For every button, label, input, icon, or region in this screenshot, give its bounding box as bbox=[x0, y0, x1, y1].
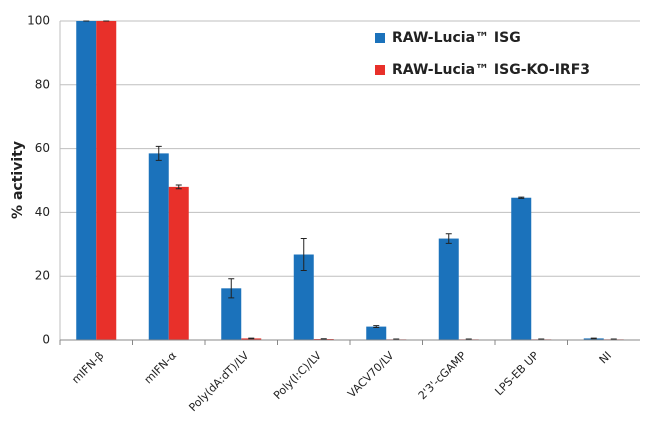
y-tick-label: 100 bbox=[27, 14, 50, 28]
x-tick-label: 2'3'-cGAMP bbox=[416, 349, 469, 402]
error-bar bbox=[518, 196, 525, 199]
bar bbox=[168, 186, 189, 340]
x-tick-label: VACV70/LV bbox=[345, 349, 397, 401]
y-tick-label: 40 bbox=[35, 205, 50, 219]
legend-label: RAW-Lucia™ ISG bbox=[392, 30, 521, 46]
bar bbox=[96, 21, 117, 340]
x-tick-label: NI bbox=[597, 349, 614, 366]
legend-swatch bbox=[375, 65, 385, 75]
y-tick-label: 20 bbox=[35, 269, 50, 283]
error-bar bbox=[155, 145, 162, 161]
x-tick-label: LPS-EB UP bbox=[492, 349, 541, 398]
x-tick-label: Poly(dA:dT)/LV bbox=[186, 349, 251, 414]
error-bar bbox=[445, 233, 452, 244]
x-tick-label: mIFN-α bbox=[142, 349, 179, 386]
error-bar bbox=[300, 238, 307, 271]
y-tick-label: 80 bbox=[35, 77, 50, 91]
bar bbox=[366, 326, 387, 340]
bar bbox=[293, 254, 314, 340]
bar bbox=[438, 238, 459, 340]
y-tick-label: 60 bbox=[35, 141, 50, 155]
x-tick-label: mIFN-β bbox=[69, 349, 106, 386]
error-bar bbox=[248, 337, 255, 340]
x-tick-label: Poly(I:C)/LV bbox=[271, 349, 324, 402]
legend-swatch bbox=[375, 33, 385, 43]
bar bbox=[76, 21, 97, 340]
bar bbox=[148, 153, 169, 340]
error-bar bbox=[228, 278, 235, 299]
error-bar bbox=[175, 184, 182, 190]
error-bar bbox=[320, 338, 327, 340]
bar bbox=[221, 288, 242, 340]
y-axis-label: % activity bbox=[10, 141, 26, 219]
legend-label: RAW-Lucia™ ISG-KO-IRF3 bbox=[392, 62, 590, 78]
error-bar bbox=[590, 337, 597, 340]
y-tick-label: 0 bbox=[42, 333, 50, 347]
error-bar bbox=[373, 325, 380, 329]
bar bbox=[511, 197, 532, 340]
